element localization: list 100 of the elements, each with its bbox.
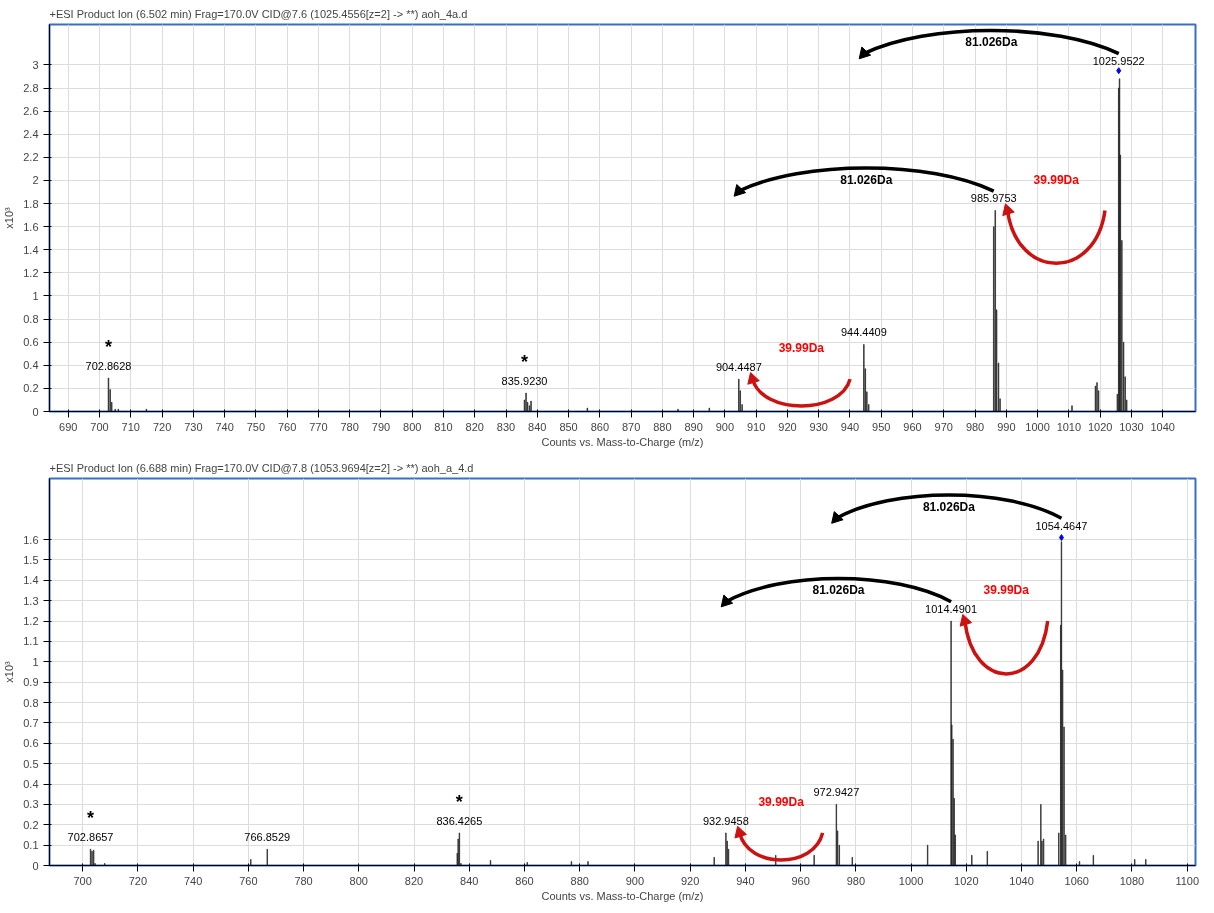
x-tick-label: 880 bbox=[570, 874, 589, 887]
y-tick-label: 0.7 bbox=[23, 716, 39, 729]
annotation: 836.4265 bbox=[436, 814, 483, 827]
x-tick-label: 860 bbox=[590, 420, 610, 433]
x-tick-label: 910 bbox=[747, 420, 766, 433]
annotation: 1014.4901 bbox=[925, 603, 978, 616]
annotation: 39.99Da bbox=[983, 583, 1030, 598]
y-tick-label: 0.3 bbox=[23, 798, 39, 811]
y-tick-label: 1.8 bbox=[23, 197, 39, 210]
y-tick-label: 2.2 bbox=[23, 151, 39, 164]
x-tick-label: 1000 bbox=[898, 874, 924, 887]
x-axis-title: Counts vs. Mass-to-Charge (m/z) bbox=[541, 889, 704, 902]
x-tick-label: 1100 bbox=[1175, 874, 1200, 887]
annotation: * bbox=[455, 791, 463, 812]
y-tick-label: 2.6 bbox=[23, 105, 39, 118]
annotation: 81.026Da bbox=[812, 583, 865, 598]
x-tick-label: 820 bbox=[404, 874, 424, 887]
y-tick-label: 0.6 bbox=[23, 336, 39, 349]
y-tick-label: 0.2 bbox=[23, 818, 39, 831]
x-tick-label: 960 bbox=[791, 874, 810, 887]
x-tick-label: 920 bbox=[680, 874, 700, 887]
x-tick-label: 850 bbox=[559, 420, 578, 433]
x-tick-label: 790 bbox=[371, 420, 391, 433]
y-tick-label: 3 bbox=[32, 58, 39, 71]
x-tick-label: 1040 bbox=[1009, 874, 1034, 887]
y-tick-label: 0.9 bbox=[23, 676, 39, 689]
annotation: 39.99Da bbox=[758, 794, 805, 809]
y-tick-label: 2.4 bbox=[23, 128, 39, 141]
x-tick-label: 920 bbox=[778, 420, 797, 433]
annotation: 932.9458 bbox=[702, 814, 749, 827]
y-axis-title: x10³ bbox=[3, 206, 16, 229]
x-tick-label: 1020 bbox=[1087, 420, 1113, 433]
annotation: 39.99Da bbox=[778, 341, 825, 356]
x-tick-label: 1060 bbox=[1064, 874, 1090, 887]
x-tick-label: 810 bbox=[434, 420, 453, 433]
y-tick-label: 1.2 bbox=[23, 266, 39, 279]
x-tick-label: 840 bbox=[528, 420, 547, 433]
y-tick-label: 0.5 bbox=[23, 757, 39, 770]
y-tick-label: 1 bbox=[32, 655, 39, 668]
x-axis-title: Counts vs. Mass-to-Charge (m/z) bbox=[541, 435, 704, 448]
x-tick-label: 930 bbox=[809, 420, 828, 433]
annotation: 81.026Da bbox=[922, 499, 976, 514]
y-tick-label: 0.4 bbox=[23, 778, 39, 791]
x-tick-label: 700 bbox=[73, 874, 92, 887]
annotation: 904.4487 bbox=[715, 361, 762, 374]
x-tick-label: 870 bbox=[621, 420, 641, 433]
x-tick-label: 880 bbox=[653, 420, 672, 433]
annotation: 702.8628 bbox=[85, 360, 132, 372]
x-tick-label: 720 bbox=[128, 874, 148, 887]
chart-title: +ESI Product Ion (6.688 min) Frag=170.0V CID@7.8 (1053.9694[z=2] -> **) aoh_a_4.d bbox=[49, 461, 474, 474]
y-tick-label: 0.1 bbox=[23, 839, 39, 852]
x-tick-label: 700 bbox=[90, 420, 109, 433]
annotation: 766.8529 bbox=[244, 831, 291, 844]
annotation: 972.9427 bbox=[813, 786, 860, 799]
y-tick-label: 0 bbox=[32, 405, 39, 418]
x-tick-label: 770 bbox=[309, 420, 328, 433]
x-tick-label: 1010 bbox=[1056, 420, 1082, 433]
y-tick-label: 2 bbox=[32, 174, 39, 187]
x-tick-label: 1020 bbox=[954, 874, 979, 887]
annotation: 1025.9522 bbox=[1092, 55, 1145, 68]
x-tick-label: 720 bbox=[152, 420, 172, 433]
y-tick-label: 1.1 bbox=[23, 635, 39, 648]
annotation: 835.9230 bbox=[501, 375, 548, 388]
annotation: 1054.4647 bbox=[1035, 519, 1088, 532]
annotation: * bbox=[104, 337, 112, 357]
y-tick-label: 1.4 bbox=[23, 243, 39, 256]
annotation: 944.4409 bbox=[840, 326, 887, 339]
x-tick-label: 940 bbox=[840, 420, 860, 433]
y-tick-label: 1.6 bbox=[23, 220, 39, 233]
x-tick-label: 960 bbox=[903, 420, 922, 433]
y-tick-label: 0.8 bbox=[23, 696, 39, 709]
y-axis-title: x10³ bbox=[3, 660, 16, 683]
chart-title: +ESI Product Ion (6.502 min) Frag=170.0V CID@7.6 (1025.4556[z=2] -> **) aoh_4a.d bbox=[49, 7, 468, 20]
x-tick-label: 940 bbox=[736, 874, 755, 887]
x-tick-label: 760 bbox=[239, 874, 258, 887]
x-tick-label: 750 bbox=[246, 420, 266, 433]
y-tick-label: 0 bbox=[32, 859, 39, 872]
y-tick-label: 1.6 bbox=[23, 533, 39, 546]
y-tick-label: 2.8 bbox=[23, 82, 39, 95]
x-tick-label: 1080 bbox=[1119, 874, 1145, 887]
annotation: 39.99Da bbox=[1033, 172, 1080, 187]
x-tick-label: 980 bbox=[846, 874, 866, 887]
y-tick-label: 1.3 bbox=[23, 594, 39, 607]
annotation: 985.9753 bbox=[970, 192, 1017, 205]
x-tick-label: 740 bbox=[215, 420, 234, 433]
y-tick-label: 1 bbox=[32, 289, 39, 302]
x-tick-label: 780 bbox=[340, 420, 359, 433]
x-tick-label: 980 bbox=[965, 420, 985, 433]
x-tick-label: 710 bbox=[121, 420, 140, 433]
x-tick-label: 780 bbox=[294, 874, 313, 887]
annotation: * bbox=[521, 352, 529, 373]
y-tick-label: 1.4 bbox=[23, 574, 39, 587]
x-tick-label: 730 bbox=[184, 420, 203, 433]
y-tick-label: 0.6 bbox=[23, 737, 39, 750]
x-tick-label: 1000 bbox=[1025, 420, 1050, 433]
annotation: 81.026Da bbox=[965, 35, 1018, 50]
x-tick-label: 900 bbox=[625, 874, 645, 887]
x-tick-label: 1030 bbox=[1119, 420, 1144, 433]
y-tick-label: 1.5 bbox=[23, 553, 39, 566]
x-tick-label: 890 bbox=[684, 420, 703, 433]
